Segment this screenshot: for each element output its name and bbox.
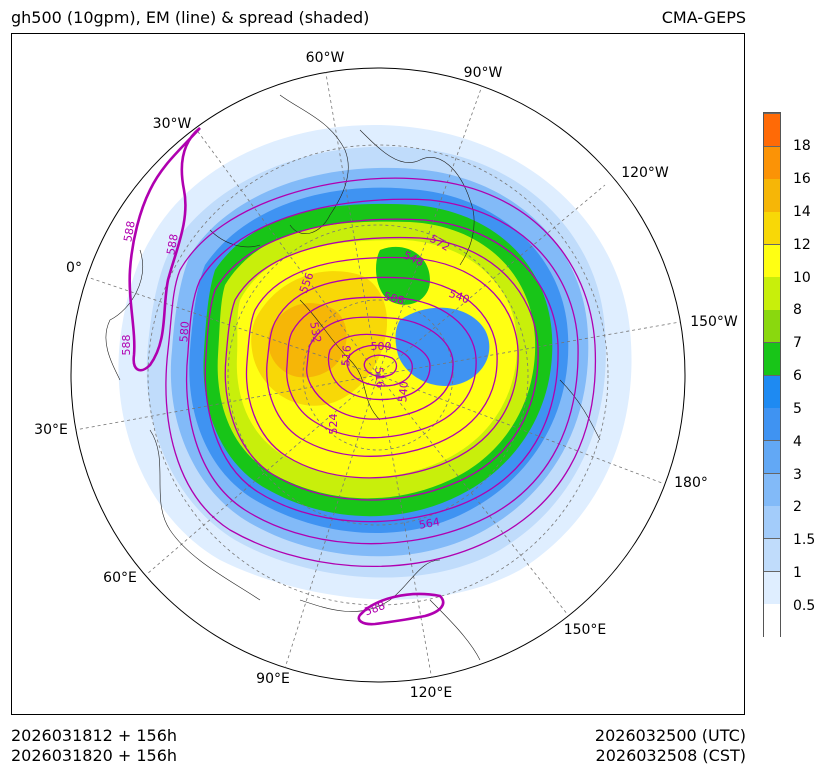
clab-580: 580	[177, 321, 192, 343]
clab-532: 532	[307, 321, 323, 344]
colorbar-cell	[764, 145, 780, 179]
cb-label-6: 6	[793, 368, 802, 384]
valid-time-cst: 2026032508 (CST)	[595, 746, 746, 765]
contour-564	[204, 218, 559, 523]
cb-label-16: 16	[793, 171, 811, 187]
colorbar-cell	[764, 439, 780, 474]
colorbar-cell	[764, 603, 780, 637]
contour-532	[286, 296, 477, 439]
contour-508	[346, 344, 413, 387]
chart-title: gh500 (10gpm), EM (line) & spread (shade…	[11, 8, 370, 27]
colorbar-cell	[764, 211, 780, 245]
graticule	[74, 68, 681, 681]
colorbar-cell	[764, 113, 780, 147]
colorbar-cell	[764, 178, 780, 212]
colorbar-cell	[764, 537, 780, 572]
cb-label-0.5: 0.5	[793, 598, 816, 614]
lon-label-120e: 120°E	[410, 685, 453, 701]
longitude-labels: 60°W 90°W 30°W 120°W 0° 150°W 30°E 180° …	[34, 50, 738, 701]
lon-label-60w: 60°W	[306, 50, 345, 66]
clab-588-c: 588	[120, 335, 133, 356]
colorbar-cell	[764, 407, 780, 441]
colorbar-cell	[764, 243, 780, 277]
contour-540	[266, 276, 498, 457]
contour-548	[245, 256, 519, 479]
cb-label-1: 1	[793, 565, 802, 581]
cb-label-5: 5	[793, 401, 802, 417]
clab-508: 508	[382, 290, 406, 308]
cb-label-14: 14	[793, 204, 811, 220]
lon-label-90w: 90°W	[464, 65, 503, 81]
contour-580	[165, 177, 597, 568]
cb-label-8: 8	[793, 302, 802, 318]
colorbar-cell	[764, 472, 780, 506]
clab-564: 564	[418, 515, 441, 531]
map-boundary	[70, 67, 686, 683]
lon-label-0: 0°	[66, 260, 82, 276]
lon-label-90e: 90°E	[256, 671, 290, 687]
cb-label-3: 3	[793, 467, 802, 483]
init-time-utc: 2026031812 + 156h	[11, 726, 178, 745]
clab-540-b: 540	[396, 381, 411, 403]
clab-516-b: 516	[372, 367, 387, 389]
lon-label-180: 180°	[674, 475, 708, 491]
model-name: CMA-GEPS	[661, 8, 746, 27]
colorbar-cell	[764, 276, 780, 310]
clab-588-a: 588	[121, 220, 137, 243]
map-frame	[11, 33, 745, 715]
colorbar-cell	[764, 570, 780, 604]
lon-label-150e: 150°E	[564, 622, 607, 638]
clab-588-b: 588	[164, 233, 180, 256]
clab-588-d: 588	[363, 599, 387, 618]
clab-516-a: 516	[339, 345, 354, 367]
cb-label-1.5: 1.5	[793, 532, 816, 548]
contour-588-south	[357, 592, 445, 626]
contour-500	[363, 354, 398, 378]
lon-label-120w: 120°W	[621, 165, 669, 181]
cb-label-12: 12	[793, 237, 811, 253]
contour-516	[327, 333, 431, 401]
cb-label-10: 10	[793, 270, 811, 286]
em-contours-588	[128, 126, 445, 626]
contour-556	[224, 236, 539, 501]
contour-588-west	[128, 126, 201, 372]
lon-label-150w: 150°W	[690, 314, 738, 330]
colorbar-cell	[764, 341, 780, 375]
lon-label-30w: 30°W	[153, 116, 192, 132]
em-contours	[165, 177, 597, 568]
clab-524: 524	[327, 414, 340, 435]
spread-level-blue-core	[395, 307, 490, 386]
cb-label-18: 18	[793, 138, 811, 154]
spread-shading	[118, 124, 632, 600]
cb-label-2: 2	[793, 499, 802, 515]
init-time-cst: 2026031820 + 156h	[11, 746, 178, 765]
contour-572	[185, 198, 579, 545]
cb-label-4: 4	[793, 434, 802, 450]
clab-500: 500	[371, 340, 392, 353]
colorbar-cell	[764, 374, 780, 408]
colorbar-cell	[764, 309, 780, 343]
lon-label-30e: 30°E	[34, 422, 68, 438]
colorbar-cell	[764, 505, 780, 539]
valid-time-utc: 2026032500 (UTC)	[594, 726, 746, 745]
spread-level-green-core	[376, 246, 430, 305]
coastlines	[105, 94, 601, 661]
colorbar	[763, 112, 781, 637]
lon-label-60e: 60°E	[103, 570, 137, 586]
cb-label-7: 7	[793, 335, 802, 351]
contour-524	[306, 316, 454, 420]
